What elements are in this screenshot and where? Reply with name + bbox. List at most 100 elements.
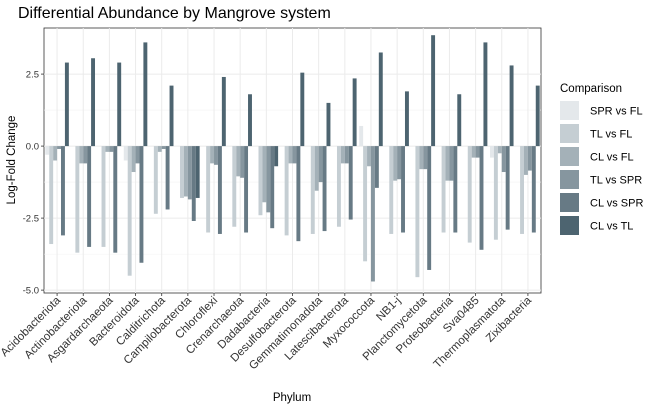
bar	[240, 146, 245, 178]
legend-key	[560, 124, 579, 143]
bar	[131, 146, 136, 173]
x-axis: AcidobacteriotaActinobacteriotaAsgardarc…	[0, 293, 534, 372]
bar	[348, 146, 353, 220]
bar	[531, 146, 536, 233]
bar	[105, 146, 110, 152]
bar	[262, 146, 267, 203]
bar	[61, 146, 65, 236]
bar	[153, 146, 158, 214]
legend-label: CL vs FL	[590, 152, 634, 164]
legend-key	[560, 193, 579, 212]
bar	[527, 146, 532, 171]
bar	[87, 146, 92, 247]
bar	[161, 146, 166, 149]
bar	[415, 146, 420, 278]
bar	[183, 146, 188, 197]
bar	[404, 91, 409, 147]
bar	[535, 85, 540, 147]
bar	[113, 146, 118, 253]
bar	[523, 146, 528, 175]
y-tick-label: 2.5	[26, 69, 39, 80]
bar	[139, 146, 144, 263]
bar	[427, 146, 432, 270]
bar	[509, 65, 514, 147]
bar	[352, 78, 357, 147]
legend-label: TL vs FL	[590, 129, 632, 141]
bar	[117, 62, 122, 147]
bar	[363, 146, 368, 262]
bar	[83, 146, 88, 164]
bar	[489, 146, 494, 158]
bar	[143, 42, 148, 147]
bar	[127, 146, 132, 276]
bar	[423, 146, 428, 170]
bar	[53, 146, 58, 161]
bar	[483, 42, 488, 147]
bar	[493, 146, 498, 240]
bar	[236, 146, 241, 177]
legend-key	[560, 170, 579, 189]
bar	[314, 146, 319, 191]
bar	[445, 146, 450, 181]
y-axis: -5.0 -2.5 0.0 2.5	[23, 69, 44, 296]
legend-label: CL vs SPR	[590, 198, 643, 210]
bar	[479, 146, 484, 250]
bar	[453, 146, 458, 233]
bar	[336, 146, 341, 227]
bar	[467, 146, 472, 243]
bar	[79, 146, 84, 164]
bar	[505, 146, 510, 230]
bar	[244, 146, 249, 233]
y-tick-label: -5.0	[23, 285, 39, 296]
bar	[292, 146, 297, 164]
bar	[457, 94, 462, 147]
bar	[401, 146, 405, 233]
bar	[284, 146, 289, 236]
bar	[296, 146, 301, 242]
bar	[367, 146, 371, 167]
bar	[232, 146, 237, 227]
legend-key	[560, 216, 579, 235]
bar	[326, 102, 331, 147]
bar	[378, 52, 383, 147]
bar	[123, 146, 128, 161]
bar	[75, 146, 80, 253]
bar	[310, 146, 315, 234]
legend-label: SPR vs FL	[590, 106, 643, 118]
bar	[57, 146, 62, 149]
bar	[157, 146, 162, 152]
bars	[45, 35, 540, 282]
bar	[344, 146, 349, 164]
bar	[45, 146, 50, 155]
bar	[318, 146, 323, 183]
bar	[449, 146, 454, 181]
y-tick-label: -2.5	[23, 213, 39, 224]
y-tick-label: 0.0	[26, 141, 39, 152]
bar	[64, 62, 69, 147]
bar	[248, 94, 252, 147]
bar	[109, 146, 114, 152]
chart-title: Differential Abundance by Mangrove syste…	[18, 5, 331, 22]
bar	[475, 146, 480, 158]
bar	[49, 146, 54, 245]
bar	[191, 146, 196, 221]
bar	[497, 146, 502, 154]
bar	[187, 146, 192, 200]
legend-label: CL vs TL	[590, 221, 633, 233]
bar	[389, 146, 394, 234]
bar	[288, 146, 293, 164]
bar	[431, 35, 436, 147]
bar	[370, 146, 375, 282]
bar	[322, 146, 327, 232]
bar	[274, 146, 279, 167]
bar	[180, 146, 184, 198]
bar	[441, 146, 446, 233]
bar	[165, 146, 170, 210]
bar	[397, 146, 402, 180]
bar	[101, 146, 106, 247]
bar	[419, 146, 424, 170]
bar	[359, 125, 364, 147]
legend: Comparison SPR vs FL TL vs FL CL vs FL TL v…	[560, 83, 643, 235]
